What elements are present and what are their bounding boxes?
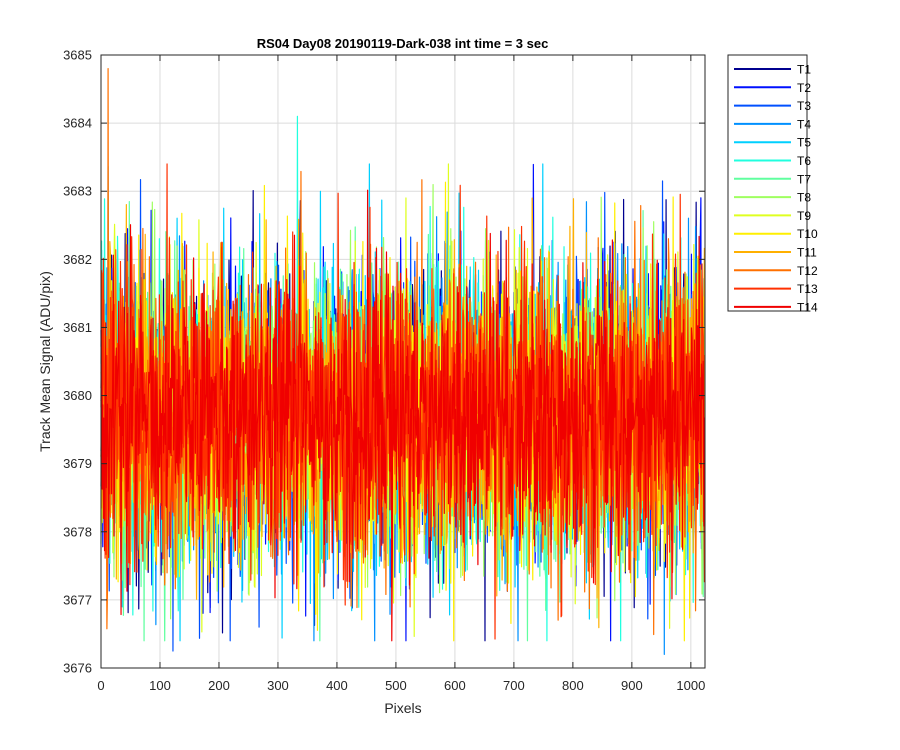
- y-axis-label: Track Mean Signal (ADU/pix): [37, 271, 53, 452]
- chart-title: RS04 Day08 20190119-Dark-038 int time = …: [257, 36, 549, 51]
- y-tick-label: 3684: [63, 116, 92, 131]
- y-tick-label: 3683: [63, 184, 92, 199]
- y-tick-label: 3685: [63, 48, 92, 63]
- legend-label-t9: T9: [797, 209, 811, 223]
- legend-label-t3: T3: [797, 99, 811, 113]
- x-tick-label: 200: [208, 678, 230, 693]
- legend-label-t12: T12: [797, 264, 818, 278]
- legend-items: T1 T2 T3 T4 T5 T6 T7 T8 T9 T10 T11 T12 T13 T14: [734, 63, 818, 314]
- x-tick-labels: 0 100 200 300 400 500 600 700 800 900 1000: [97, 678, 705, 693]
- x-tick-label: 600: [444, 678, 466, 693]
- x-tick-label: 700: [503, 678, 525, 693]
- legend-label-t8: T8: [797, 191, 811, 205]
- x-tick-label: 1000: [676, 678, 705, 693]
- legend-label-t10: T10: [797, 227, 818, 241]
- legend-label-t14: T14: [797, 300, 818, 314]
- legend-label-t11: T11: [797, 246, 817, 260]
- y-tick-label: 3678: [63, 524, 92, 539]
- legend: T1 T2 T3 T4 T5 T6 T7 T8 T9 T10 T11 T12 T13 T14: [727, 54, 818, 314]
- axis-ticks: [100, 54, 705, 669]
- y-tick-label: 3682: [63, 252, 92, 267]
- y-tick-label: 3676: [63, 661, 92, 676]
- y-tick-labels: 3676 3677 3678 3679 3680 3681 3682 3683 3684 3685: [63, 48, 92, 676]
- x-tick-label: 0: [97, 678, 104, 693]
- legend-label-t13: T13: [797, 282, 818, 296]
- x-axis-label: Pixels: [384, 700, 421, 716]
- y-tick-label: 3677: [63, 592, 92, 607]
- legend-label-t1: T1: [797, 63, 811, 77]
- y-tick-label: 3681: [63, 320, 92, 335]
- series-line-t14: [100, 189, 706, 642]
- legend-box: [727, 54, 808, 312]
- x-tick-label: 400: [326, 678, 348, 693]
- x-tick-label: 100: [149, 678, 171, 693]
- x-tick-label: 500: [385, 678, 407, 693]
- x-tick-label: 300: [267, 678, 289, 693]
- y-tick-label: 3679: [63, 456, 92, 471]
- x-tick-label: 800: [562, 678, 584, 693]
- series-lines: [100, 68, 706, 655]
- plot-frame: [100, 54, 706, 669]
- legend-label-t4: T4: [797, 117, 811, 131]
- legend-label-t7: T7: [797, 172, 811, 186]
- legend-label-t6: T6: [797, 154, 811, 168]
- legend-label-t5: T5: [797, 136, 811, 150]
- x-tick-label: 900: [621, 678, 643, 693]
- y-tick-label: 3680: [63, 388, 92, 403]
- legend-label-t2: T2: [797, 81, 811, 95]
